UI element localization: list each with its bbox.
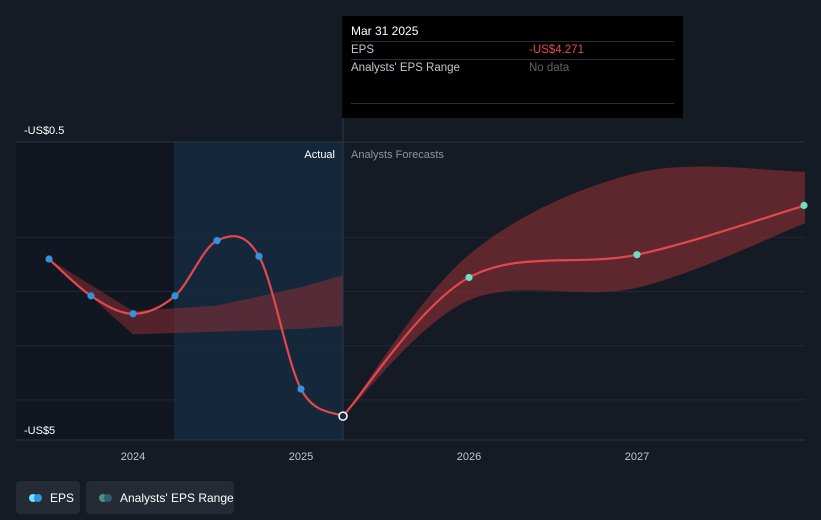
tooltip-eps-row: EPS -US$4.271	[351, 41, 674, 59]
x-tick-label-2027: 2027	[625, 451, 649, 463]
x-tick-label-2025: 2025	[289, 451, 313, 463]
eps-range-band-actual	[49, 259, 343, 335]
eps-line-forecast	[341, 204, 807, 418]
legend-range-label: Analysts' EPS Range	[120, 490, 234, 505]
legend-eps-button[interactable]: EPS	[16, 481, 80, 514]
forecast-region-label: Analysts Forecasts	[351, 149, 444, 161]
eps-range-band-forecast	[343, 166, 805, 417]
eps-point-forecast[interactable]	[465, 273, 473, 282]
eps-line-actual	[47, 235, 345, 418]
eps-points	[45, 201, 808, 421]
eps-lines	[47, 204, 807, 418]
tooltip-eps-value: -US$4.271	[529, 44, 584, 56]
eps-legend-icon	[29, 493, 43, 502]
tooltip-eps-label: EPS	[351, 44, 375, 56]
eps-point-actual[interactable]	[87, 292, 95, 300]
eps-point-actual[interactable]	[129, 310, 137, 318]
tooltip-divider	[351, 103, 674, 104]
eps-point-forecast[interactable]	[633, 251, 641, 259]
legend-range-button[interactable]: Analysts' EPS Range	[86, 481, 234, 514]
tooltip-range-label: Analysts' EPS Range	[351, 62, 460, 74]
y-axis-label-top: -US$0.5	[24, 125, 64, 137]
actual-region-label: Actual	[304, 149, 335, 161]
x-tick-label-2026: 2026	[457, 451, 481, 463]
range-legend-icon	[99, 493, 113, 502]
eps-point-forecast[interactable]	[800, 201, 808, 209]
tooltip-date: Mar 31 2025	[351, 24, 419, 38]
eps-point-highlighted[interactable]	[338, 411, 348, 421]
x-axis-ticks: 2024 2025 2026 2027	[121, 451, 649, 463]
eps-point-actual[interactable]	[297, 385, 305, 393]
eps-point-actual[interactable]	[255, 252, 263, 260]
eps-point-actual[interactable]	[171, 292, 179, 300]
eps-point-actual[interactable]	[213, 237, 221, 245]
eps-range-bands	[49, 166, 805, 417]
eps-tooltip: Mar 31 2025 EPS -US$4.271 Analysts' EPS …	[342, 16, 683, 118]
eps-point-actual[interactable]	[45, 255, 53, 263]
tooltip-range-row: Analysts' EPS Range No data	[351, 59, 674, 77]
gridlines	[16, 141, 805, 441]
y-axis-label-bottom: -US$5	[24, 425, 55, 437]
tooltip-range-value: No data	[529, 62, 570, 74]
x-tick-label-2024: 2024	[121, 451, 145, 463]
legend-eps-label: EPS	[50, 490, 75, 505]
